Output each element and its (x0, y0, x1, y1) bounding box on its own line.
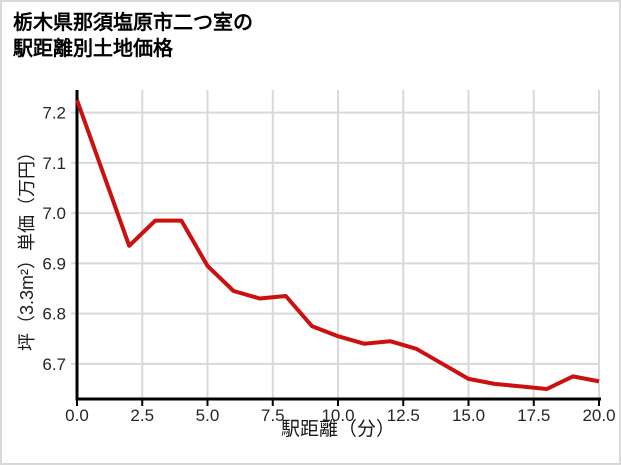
y-tick-label: 6.8 (42, 305, 66, 324)
x-tick-label: 10.0 (321, 406, 354, 425)
y-tick-label: 7.2 (42, 104, 66, 123)
x-tick-label: 5.0 (196, 406, 220, 425)
price-line-series (75, 99, 600, 391)
x-tick-label: 15.0 (452, 406, 485, 425)
x-tick-label: 12.5 (387, 406, 420, 425)
x-axis-title: 駅距離（分） (280, 419, 395, 440)
x-tick-label: 2.5 (130, 406, 154, 425)
y-axis-title: 坪（3.3m²）単価（万円） (17, 143, 37, 352)
y-tick-label: 7.0 (42, 204, 66, 223)
chart-title: 栃木県那須塩原市二つ室の 駅距離別土地価格 (13, 10, 253, 62)
y-tick-label: 6.9 (42, 254, 66, 273)
x-tick-label: 17.5 (517, 406, 550, 425)
y-tick-label: 7.1 (42, 154, 66, 173)
x-tick-label: 20.0 (582, 406, 615, 425)
y-tick-label: 6.7 (42, 355, 66, 374)
chart-title-line2: 駅距離別土地価格 (13, 38, 173, 60)
x-tick-label: 0.0 (65, 406, 89, 425)
chart-title-line1: 栃木県那須塩原市二つ室の (13, 12, 253, 34)
x-tick-label: 7.5 (261, 406, 285, 425)
